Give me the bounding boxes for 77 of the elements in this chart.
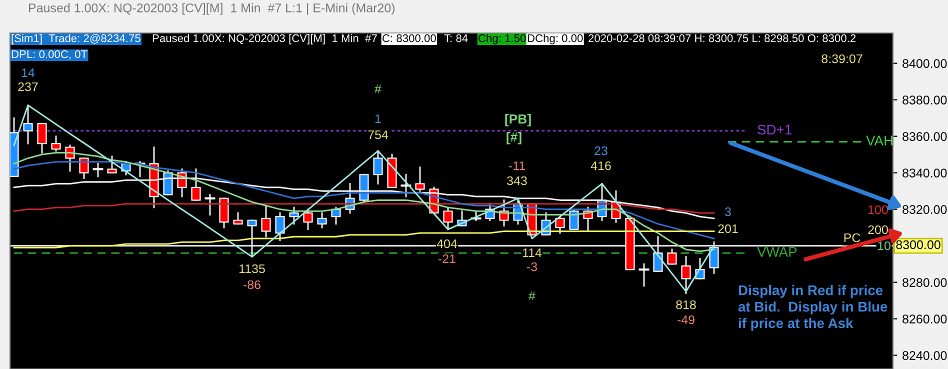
annotation: [Sim1] Trade: 2@8234.75	[12, 34, 140, 44]
y-tick-label: 8320.00	[902, 205, 947, 214]
candlestick	[667, 248, 677, 265]
annotation: C: 8300.00	[382, 34, 436, 42]
candlestick	[275, 212, 285, 242]
annotation: 416	[590, 161, 611, 170]
annotation: 818	[676, 300, 696, 310]
annotation: 754	[368, 130, 388, 140]
candlestick	[289, 206, 299, 225]
text: Display in Red if price at Bid. Display in Blue if price at the Ask	[738, 285, 888, 331]
annotation: 2020-02-28 08:39:07 H: 8300.75 L: 8298.50 O: 8300.2	[588, 34, 856, 42]
candlestick	[555, 216, 565, 234]
chart-title: Paused 1.00X: NQ-202003 [CV][M] 1 Min #7 L:1 | E-Mini (Mar20)	[29, 3, 395, 15]
annotation: [PB]	[505, 114, 531, 126]
text: 10	[878, 241, 890, 250]
annotation: 14	[22, 68, 35, 78]
candlestick	[400, 174, 412, 198]
annotation: 1135	[240, 264, 265, 274]
annotation: DChg: 0.00	[528, 34, 583, 44]
y-tick-label: 8380.00	[902, 96, 947, 104]
annotation: 237	[18, 82, 38, 92]
text: 100	[868, 205, 888, 214]
candlestick	[415, 166, 425, 192]
candlestick	[443, 206, 453, 230]
candlestick	[51, 136, 61, 152]
ref-line-label: VAH	[866, 136, 892, 146]
annotation: -21	[438, 254, 456, 264]
y-tick-label: 8400.00	[902, 59, 947, 68]
candlestick	[695, 258, 705, 280]
ref-line-label: VWAP	[757, 247, 797, 257]
candlestick	[373, 150, 383, 184]
annotation: -49	[678, 315, 694, 324]
y-tick-label: 8240.00	[902, 351, 947, 360]
candlestick	[204, 194, 216, 216]
y-tick-label: 8260.00	[902, 314, 947, 324]
text: 3	[725, 207, 731, 216]
annotation: Paused 1.00X: NQ-202003 [CV][M] 1 Min #7	[152, 34, 377, 44]
candlestick	[37, 122, 47, 154]
annotation: -86	[244, 280, 260, 290]
annotation: -3	[527, 262, 538, 272]
candlestick	[191, 168, 201, 201]
y-tick-label: 8280.00	[902, 278, 947, 287]
y-tick-label: 8340.00	[902, 168, 947, 178]
candlestick	[261, 204, 271, 238]
candlestick	[569, 208, 579, 230]
annotation: DPL: 0.00C, 0T	[12, 50, 88, 60]
annotation: 1	[375, 114, 381, 124]
y-tick-label: 8360.00	[902, 132, 947, 141]
annotation: #	[374, 84, 382, 94]
candlestick	[303, 208, 313, 230]
candlestick	[233, 212, 243, 225]
text: PC	[844, 233, 860, 242]
line-series	[13, 104, 715, 292]
candlestick	[681, 256, 691, 294]
annotation: [#]	[506, 132, 522, 144]
candlestick	[638, 263, 650, 287]
candlestick	[92, 162, 104, 178]
candlestick	[163, 170, 173, 196]
annotation: -11	[508, 161, 525, 170]
text: 8:39:07	[822, 54, 862, 64]
annotation: 114	[522, 248, 542, 258]
text: 200	[868, 225, 888, 234]
annotation: 343	[507, 176, 527, 186]
annotation: Chg: 1.50	[478, 34, 526, 44]
ref-line-label: SD+1	[758, 124, 792, 135]
candlestick	[219, 198, 229, 228]
ref-line-label: 8300.00	[896, 240, 940, 250]
annotation: T: 84	[444, 34, 468, 42]
candlestick	[23, 104, 33, 144]
annotation: 201	[718, 224, 738, 234]
annotation: 404	[436, 239, 458, 248]
candlestick	[331, 206, 341, 225]
annotation: 23	[594, 146, 608, 156]
annotation: #	[528, 292, 536, 300]
candlestick	[317, 212, 327, 228]
candlestick	[79, 158, 89, 179]
candlestick	[107, 156, 117, 174]
